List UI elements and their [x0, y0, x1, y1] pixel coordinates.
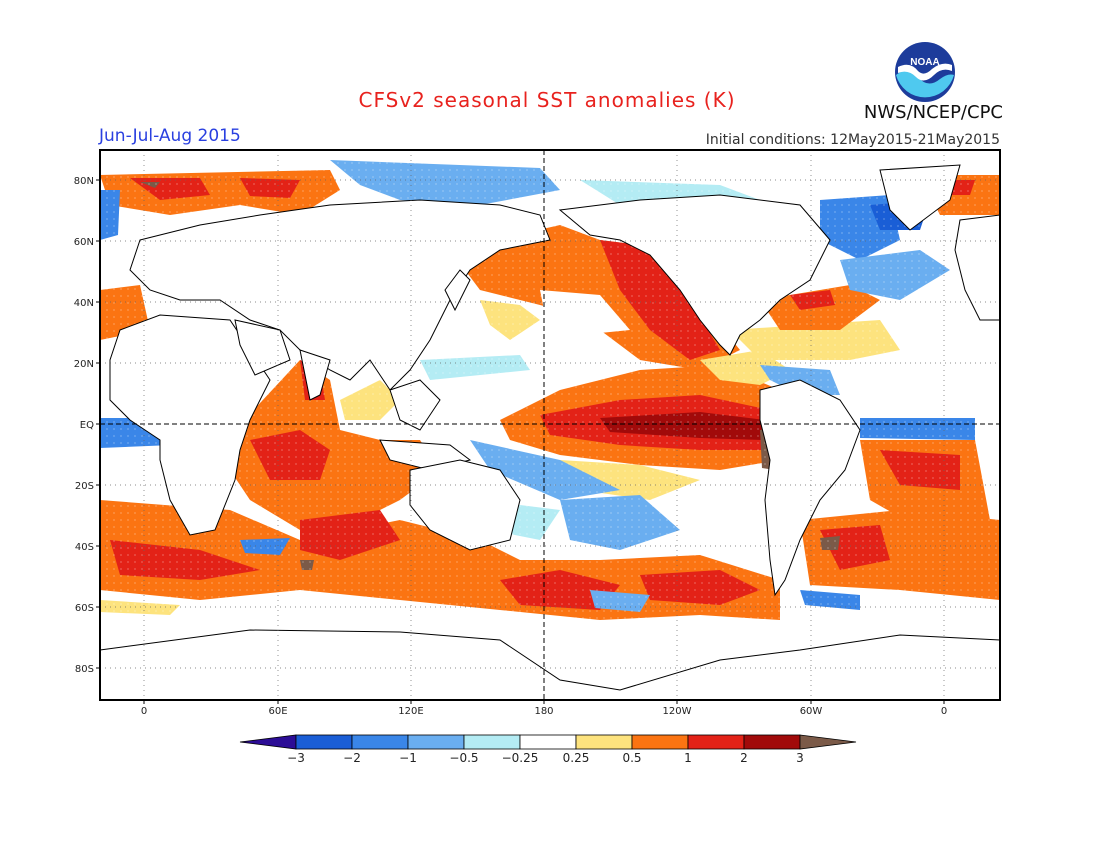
latitude-labels: 80N 60N 40N 20N EQ 20S 40S 60S 80S — [74, 176, 100, 675]
colorbar-label-8: 2 — [740, 751, 748, 765]
colorbar-label-2: −1 — [399, 751, 417, 765]
lon-label-4: 120W — [663, 706, 692, 717]
colorbar-label-4: −0.25 — [502, 751, 539, 765]
colorbar-bin-8 — [687, 734, 745, 750]
colorbar-label-7: 1 — [684, 751, 692, 765]
initial-conditions-label: Initial conditions: 12May2015-21May2015 — [705, 132, 1000, 148]
colorbar-label-6: 0.5 — [622, 751, 641, 765]
map-frame — [99, 149, 1001, 701]
lat-label-eq: EQ — [80, 420, 94, 431]
noaa-logo-icon: NOAA — [895, 42, 955, 102]
logo-text: NOAA — [910, 57, 939, 68]
lat-label-40s: 40S — [75, 542, 94, 553]
lat-label-20n: 20N — [74, 359, 94, 370]
map-title: CFSv2 seasonal SST anomalies (K) — [358, 88, 736, 112]
colorbar-bin-9 — [743, 734, 801, 750]
season-label: Jun-Jul-Aug 2015 — [99, 126, 241, 146]
colorbar-bin-2 — [351, 734, 409, 750]
colorbar-bin-1 — [295, 734, 353, 750]
lat-label-60n: 60N — [74, 237, 94, 248]
lon-label-3: 180 — [534, 706, 553, 717]
longitude-labels: 0 60E 120E 180 120W 60W 0 — [141, 700, 947, 717]
colorbar-label-5: 0.25 — [563, 751, 590, 765]
colorbar-min-arrow — [239, 734, 297, 750]
lon-label-1: 60E — [268, 706, 287, 717]
colorbar-label-1: −2 — [343, 751, 361, 765]
colorbar-bin-5 — [519, 734, 577, 750]
colorbar-max-arrow — [799, 734, 857, 750]
colorbar-bin-6 — [575, 734, 633, 750]
graticule — [100, 150, 1000, 700]
lat-label-60s: 60S — [75, 603, 94, 614]
colorbar-label-0: −3 — [287, 751, 305, 765]
colorbar-bin-7 — [631, 734, 689, 750]
anomaly-field — [100, 150, 1000, 700]
lat-label-20s: 20S — [75, 481, 94, 492]
agency-label: NWS/NCEP/CPC — [863, 102, 1003, 123]
lat-label-80s: 80S — [75, 664, 94, 675]
lon-label-6: 0 — [941, 706, 947, 717]
colorbar-label-3: −0.5 — [449, 751, 478, 765]
lon-label-2: 120E — [398, 706, 423, 717]
lon-label-0: 0 — [141, 706, 147, 717]
coastlines — [100, 164, 1000, 700]
lat-label-80n: 80N — [74, 176, 94, 187]
colorbar-label-9: 3 — [796, 751, 804, 765]
lon-label-5: 60W — [800, 706, 823, 717]
lat-label-40n: 40N — [74, 298, 94, 309]
colorbar-bin-4 — [463, 734, 521, 750]
colorbar-bin-3 — [407, 734, 465, 750]
colorbar: −3 −2 −1 −0.5 −0.25 0.25 0.5 1 2 3 — [239, 734, 857, 765]
